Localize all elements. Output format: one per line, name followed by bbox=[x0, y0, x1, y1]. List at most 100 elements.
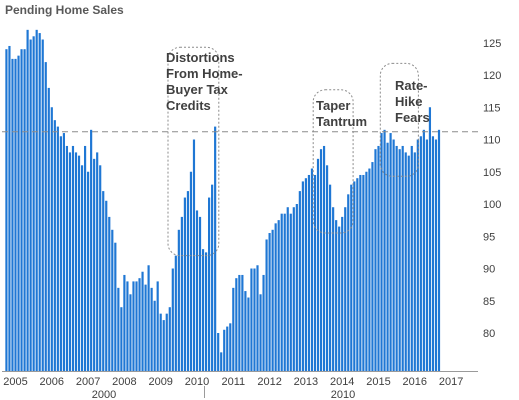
x-tick-label: 2008 bbox=[112, 376, 136, 388]
bar bbox=[93, 158, 96, 371]
bar bbox=[241, 274, 244, 371]
y-tick-label: 95 bbox=[483, 231, 495, 243]
bar bbox=[235, 278, 238, 371]
bar bbox=[253, 268, 256, 371]
bar bbox=[280, 213, 283, 371]
y-tick-label: 115 bbox=[483, 102, 501, 114]
bar bbox=[171, 268, 174, 371]
bar bbox=[8, 45, 11, 371]
bar bbox=[174, 255, 177, 371]
bar bbox=[262, 274, 265, 371]
bar bbox=[304, 178, 307, 371]
x-group-label: 2000 bbox=[92, 389, 116, 400]
bar bbox=[428, 107, 432, 371]
bar bbox=[434, 139, 438, 371]
bar bbox=[141, 271, 144, 371]
bar bbox=[186, 191, 190, 371]
y-tick-label: 90 bbox=[483, 264, 495, 276]
bar bbox=[74, 152, 78, 371]
bar bbox=[295, 204, 298, 371]
bar bbox=[20, 49, 23, 371]
bar bbox=[156, 281, 159, 371]
bar bbox=[138, 278, 141, 371]
bar bbox=[265, 239, 268, 371]
bar bbox=[165, 313, 168, 371]
bar bbox=[17, 55, 20, 372]
bar bbox=[123, 274, 126, 371]
bar bbox=[389, 133, 392, 371]
bar bbox=[383, 129, 386, 371]
bar bbox=[99, 165, 102, 371]
bar bbox=[232, 287, 235, 371]
bar bbox=[316, 158, 320, 371]
bar bbox=[129, 294, 132, 371]
bar bbox=[150, 287, 153, 371]
bar-series bbox=[5, 29, 441, 372]
bar bbox=[413, 152, 416, 371]
bar bbox=[347, 194, 350, 371]
bar bbox=[250, 268, 253, 371]
bar bbox=[410, 145, 413, 371]
bar bbox=[437, 129, 441, 371]
bar bbox=[59, 136, 62, 371]
bar bbox=[90, 129, 93, 371]
x-axis-ticks: 2005 2006 2007 2008 2009 2010 2011 2012 2013 2014… bbox=[3, 376, 463, 388]
bar bbox=[365, 171, 368, 371]
bar bbox=[220, 352, 223, 371]
annotation-label-line: Credits bbox=[166, 98, 211, 113]
bar bbox=[120, 307, 123, 371]
bar bbox=[50, 107, 53, 371]
bar bbox=[338, 226, 341, 371]
bar bbox=[226, 326, 229, 371]
bar bbox=[177, 229, 180, 371]
bar bbox=[401, 145, 404, 371]
bar bbox=[80, 165, 84, 371]
bar bbox=[407, 155, 410, 372]
bar bbox=[65, 145, 69, 371]
bar bbox=[144, 284, 147, 372]
annotation-boxes bbox=[167, 46, 419, 257]
x-tick-label: 2017 bbox=[439, 376, 463, 388]
annotation-label-line: Taper bbox=[316, 98, 350, 113]
bar bbox=[313, 174, 317, 371]
bar bbox=[87, 171, 90, 371]
y-axis-ticks: 80 85 90 95 100 105 110 115 120 125 bbox=[483, 38, 501, 340]
bar bbox=[380, 133, 383, 371]
bar bbox=[195, 210, 199, 371]
bar bbox=[398, 149, 401, 371]
bar bbox=[114, 242, 117, 371]
annotation-box bbox=[167, 46, 220, 257]
bar bbox=[53, 120, 56, 372]
bar bbox=[286, 207, 289, 371]
bar bbox=[180, 216, 183, 371]
x-tick-label: 2010 bbox=[185, 376, 209, 388]
bar bbox=[201, 249, 205, 371]
bar bbox=[419, 136, 422, 371]
bar bbox=[404, 152, 407, 371]
bar bbox=[44, 62, 47, 371]
y-tick-label: 100 bbox=[483, 199, 501, 211]
bar bbox=[159, 313, 162, 371]
bar bbox=[56, 126, 59, 371]
bar bbox=[325, 165, 329, 371]
bar bbox=[344, 207, 347, 371]
bar bbox=[211, 184, 214, 371]
bar bbox=[147, 265, 150, 371]
bar bbox=[395, 145, 398, 371]
bar bbox=[368, 168, 371, 371]
bar bbox=[322, 145, 326, 371]
bar bbox=[247, 297, 250, 371]
y-tick-label: 105 bbox=[483, 167, 501, 179]
x-tick-label: 2013 bbox=[294, 376, 318, 388]
bar bbox=[371, 162, 374, 371]
bar bbox=[229, 323, 232, 371]
annotation-box bbox=[379, 62, 419, 177]
bar bbox=[298, 191, 301, 371]
x-axis-group-labels: 2000 2010 bbox=[92, 389, 355, 400]
y-tick-label: 110 bbox=[483, 135, 501, 147]
bar bbox=[83, 145, 87, 371]
y-tick-label: 80 bbox=[483, 328, 495, 340]
bar bbox=[111, 229, 114, 371]
bar bbox=[96, 152, 99, 371]
